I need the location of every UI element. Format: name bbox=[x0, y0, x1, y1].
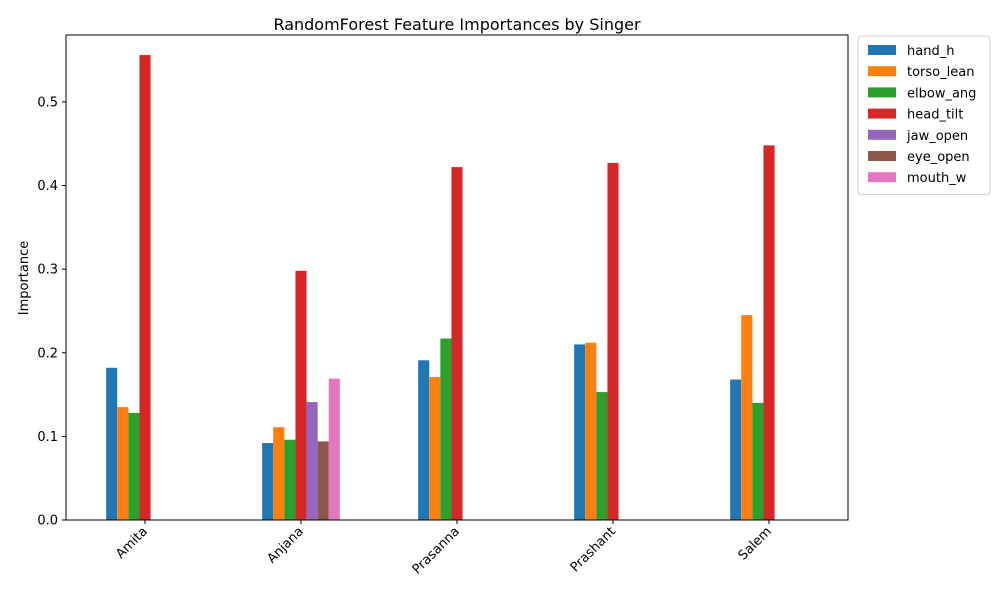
bar-jaw_open-anjana bbox=[306, 402, 318, 520]
x-tick-label: Prashant bbox=[568, 524, 619, 575]
legend-label-mouth_w: mouth_w bbox=[907, 171, 967, 186]
legend-swatch-jaw_open bbox=[868, 129, 896, 140]
legend-swatch-mouth_w bbox=[868, 172, 896, 183]
bar-torso_lean-prasanna bbox=[429, 377, 441, 520]
legend-swatch-head_tilt bbox=[868, 108, 896, 119]
y-tick-label: 0.5 bbox=[37, 95, 58, 110]
legend-label-hand_h: hand_h bbox=[907, 44, 954, 59]
y-tick-label: 0.2 bbox=[37, 346, 58, 361]
legend-swatch-hand_h bbox=[868, 45, 896, 55]
y-tick-label: 0.0 bbox=[37, 514, 58, 529]
bar-head_tilt-prashant bbox=[607, 162, 619, 520]
legend-swatch-elbow_ang bbox=[868, 87, 896, 98]
bar-elbow_ang-anjana bbox=[284, 439, 296, 520]
bars-group bbox=[106, 55, 775, 520]
bar-elbow_ang-salem bbox=[752, 402, 764, 520]
bar-torso_lean-amita bbox=[117, 407, 129, 520]
chart-title: RandomForest Feature Importances by Sing… bbox=[273, 15, 641, 34]
bar-elbow_ang-amita bbox=[128, 412, 140, 520]
legend-label-jaw_open: jaw_open bbox=[906, 129, 968, 144]
x-tick-label: Amita bbox=[113, 524, 151, 562]
y-tick-label: 0.3 bbox=[37, 263, 58, 278]
bar-elbow_ang-prashant bbox=[596, 392, 608, 520]
legend: hand_h torso_lean elbow_ang head_tilt jaw_op… bbox=[857, 35, 991, 195]
legend-label-torso_lean: torso_lean bbox=[907, 65, 974, 80]
x-tick-label: Anjana bbox=[264, 524, 306, 566]
x-tick-label: Prasanna bbox=[410, 524, 463, 577]
bar-mouth_w-anjana bbox=[328, 378, 340, 520]
bar-hand_h-salem bbox=[730, 379, 742, 520]
bar-elbow_ang-prasanna bbox=[440, 338, 452, 520]
y-tick-label: 0.1 bbox=[37, 430, 58, 445]
bar-hand_h-prasanna bbox=[418, 360, 430, 520]
y-axis-label: Importance bbox=[17, 241, 32, 316]
bar-eye_open-anjana bbox=[317, 441, 329, 520]
bar-torso_lean-prashant bbox=[585, 342, 597, 520]
bar-head_tilt-salem bbox=[763, 145, 775, 520]
x-tick-label: Salem bbox=[736, 524, 775, 563]
bar-hand_h-anjana bbox=[262, 443, 274, 520]
legend-swatch-eye_open bbox=[868, 151, 896, 161]
bar-hand_h-prashant bbox=[574, 344, 586, 520]
bar-head_tilt-amita bbox=[139, 55, 151, 520]
bar-head_tilt-prasanna bbox=[451, 167, 463, 520]
bar-hand_h-amita bbox=[106, 367, 118, 520]
legend-label-head_tilt: head_tilt bbox=[907, 108, 963, 123]
bar-head_tilt-anjana bbox=[295, 270, 307, 520]
bar-torso_lean-anjana bbox=[273, 427, 285, 520]
legend-swatch-torso_lean bbox=[868, 66, 896, 77]
legend-label-elbow_ang: elbow_ang bbox=[907, 86, 976, 101]
y-tick-label: 0.4 bbox=[37, 179, 58, 194]
bar-torso_lean-salem bbox=[741, 315, 753, 520]
legend-label-eye_open: eye_open bbox=[907, 150, 970, 165]
